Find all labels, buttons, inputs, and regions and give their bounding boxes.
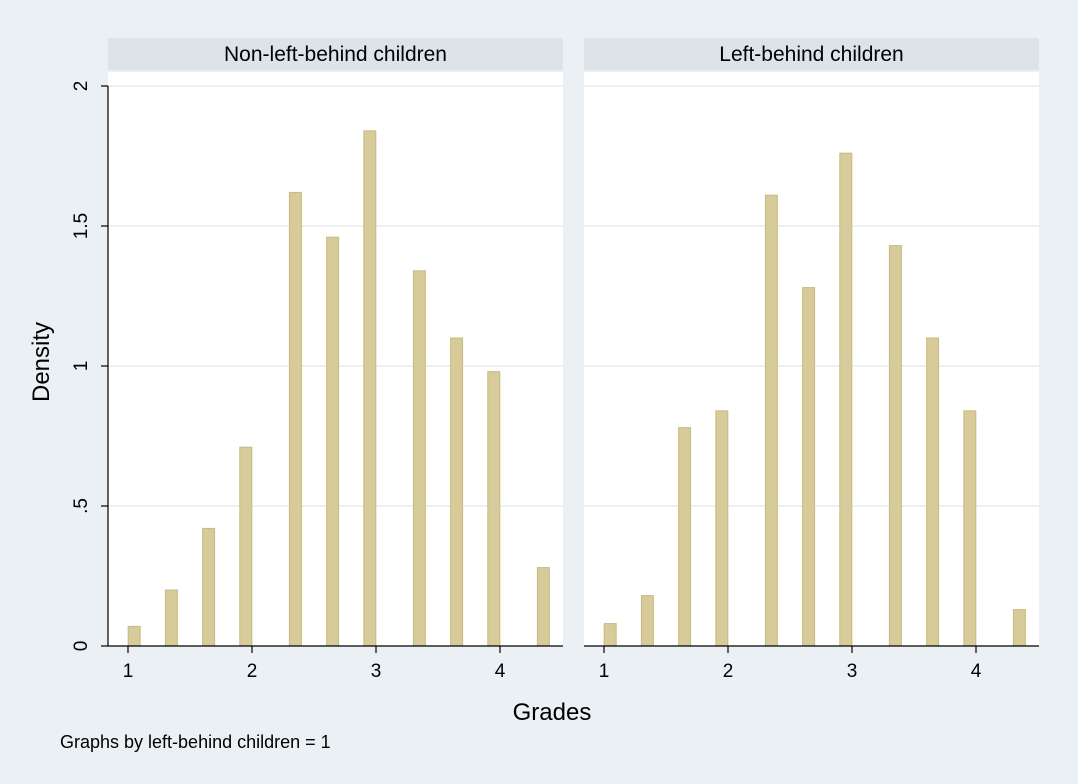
x-axis-label: Grades [513, 699, 592, 726]
histogram-bar [412, 270, 426, 647]
y-axis-label: Density [28, 322, 55, 402]
panel-title: Left-behind children [719, 43, 903, 66]
panel-header [584, 38, 1039, 70]
histogram-bar [536, 567, 550, 647]
y-tick-label: 0 [71, 641, 92, 652]
histogram-bar [963, 410, 977, 647]
histogram-bar [1012, 609, 1026, 647]
x-tick-label: 1 [599, 661, 610, 682]
histogram-bar [450, 337, 464, 647]
histogram-bar [487, 371, 501, 647]
panel-non-left-behind: Non-left-behind children 1 2 3 4 0 .5 1 1.5 2 [71, 38, 563, 682]
panel-header [108, 38, 563, 70]
histogram-bar [326, 236, 340, 647]
x-tick-label: 2 [723, 661, 734, 682]
y-tick-label: 1.5 [71, 213, 92, 239]
histogram-bar [363, 130, 377, 647]
histogram-bar [239, 446, 253, 647]
y-tick-label: .5 [71, 498, 92, 514]
x-tick-label: 3 [847, 661, 858, 682]
x-tick-label: 1 [123, 661, 134, 682]
histogram-bar [640, 595, 654, 647]
histogram-bar [802, 287, 816, 647]
y-tick-label: 1 [71, 361, 92, 372]
x-tick-label: 4 [971, 661, 982, 682]
panel-title: Non-left-behind children [224, 43, 447, 66]
histogram-bar [127, 625, 141, 647]
histogram-bar [764, 194, 778, 647]
graphs-by-note: Graphs by left-behind children = 1 [60, 732, 331, 752]
histogram-bar [288, 191, 302, 647]
histogram-bar [678, 427, 692, 647]
y-tick-label: 2 [71, 81, 92, 92]
x-tick-label: 2 [247, 661, 258, 682]
x-tick-label: 4 [495, 661, 506, 682]
histogram-bar [202, 527, 216, 647]
panel-left-behind: Left-behind children 1 2 3 4 [584, 38, 1039, 682]
histogram-bar [164, 589, 178, 647]
histogram-bar [715, 410, 729, 647]
histogram-bar [839, 152, 853, 647]
histogram-bar [888, 245, 902, 647]
histogram-bar [926, 337, 940, 647]
histogram-bar [603, 623, 617, 647]
x-tick-label: 3 [371, 661, 382, 682]
